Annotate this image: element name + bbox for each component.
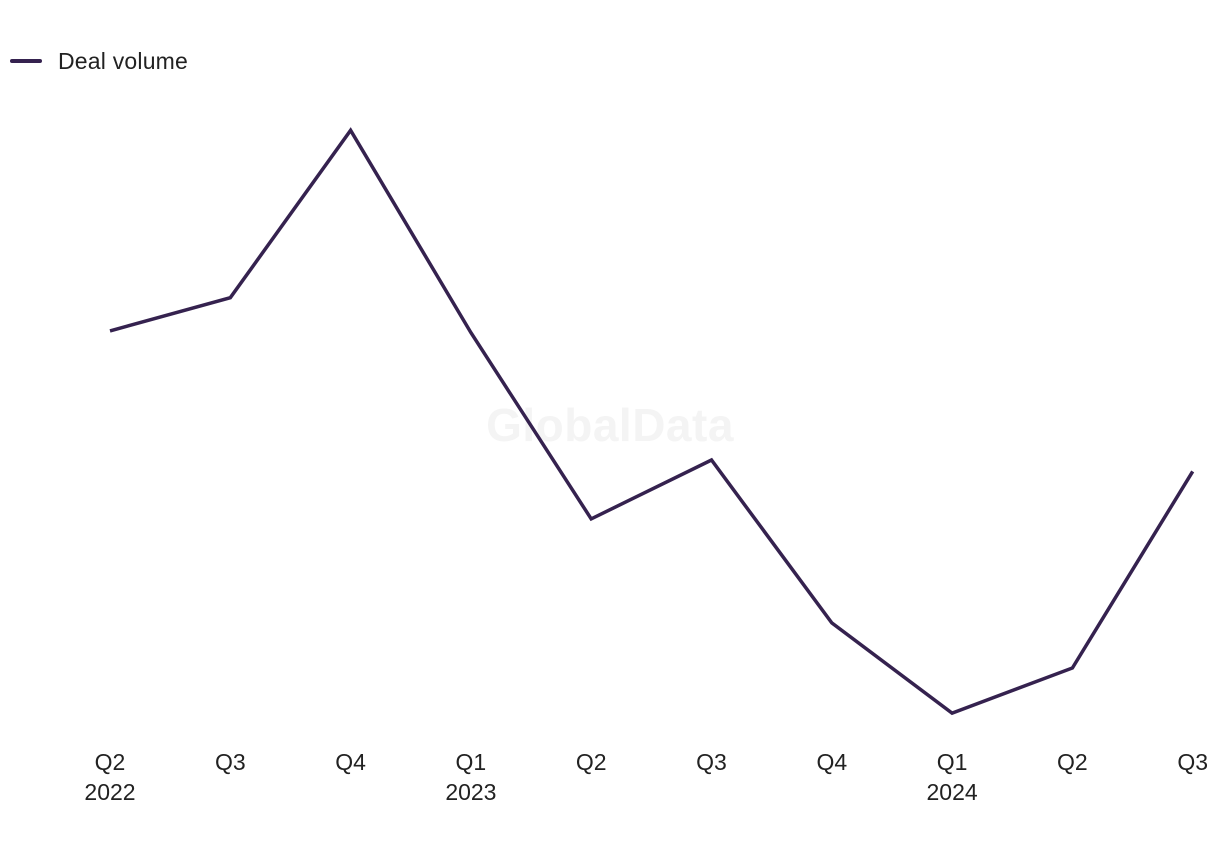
chart-legend: Deal volume bbox=[10, 46, 188, 76]
data-point bbox=[706, 454, 718, 466]
x-axis: Q2 2022 Q3 Q4 Q1 2023 Q2 Q3 Q4 Q1 2024 Q2 Q3 bbox=[84, 749, 1208, 805]
x-tick-label: Q3 bbox=[696, 749, 727, 775]
x-tick-label: Q4 bbox=[816, 749, 847, 775]
x-tick-label: Q1 bbox=[937, 749, 968, 775]
x-tick-label: Q4 bbox=[335, 749, 366, 775]
data-point bbox=[585, 513, 597, 525]
data-point bbox=[104, 325, 116, 337]
data-point bbox=[224, 292, 236, 304]
x-tick-year-label: 2024 bbox=[927, 779, 978, 805]
data-point bbox=[1066, 662, 1078, 674]
x-tick-label: Q2 bbox=[1057, 749, 1088, 775]
data-point bbox=[465, 327, 477, 339]
x-tick-label: Q3 bbox=[1177, 749, 1208, 775]
data-point bbox=[1187, 465, 1199, 477]
x-tick-year-label: 2023 bbox=[445, 779, 496, 805]
x-tick-label: Q3 bbox=[215, 749, 246, 775]
series-layer bbox=[104, 124, 1199, 719]
x-tick-year-label: 2022 bbox=[84, 779, 135, 805]
legend-swatch-deal-volume bbox=[10, 59, 42, 63]
x-tick-label: Q2 bbox=[576, 749, 607, 775]
x-tick-label: Q2 bbox=[95, 749, 126, 775]
series-line-deal-volume bbox=[109, 127, 1195, 716]
data-point bbox=[345, 124, 357, 136]
data-point bbox=[946, 707, 958, 719]
data-point bbox=[826, 617, 838, 629]
x-tick-label: Q1 bbox=[456, 749, 487, 775]
legend-label-deal-volume: Deal volume bbox=[58, 47, 189, 74]
